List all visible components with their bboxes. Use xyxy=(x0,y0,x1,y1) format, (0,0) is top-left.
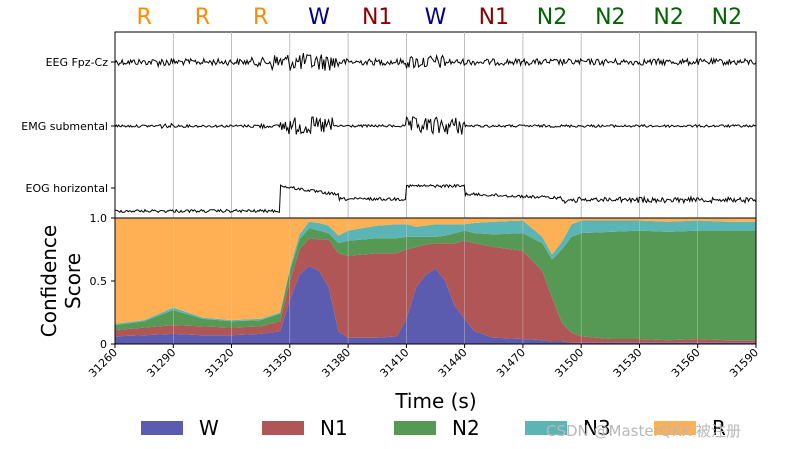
area-r xyxy=(115,218,756,324)
x-axis-title: Time (s) xyxy=(394,389,476,413)
stage-label-3: R xyxy=(253,5,268,30)
area-n1 xyxy=(115,238,756,343)
eeg-trace xyxy=(114,53,757,72)
stage-label-11: N2 xyxy=(712,5,742,30)
y-tick-label: 1.0 xyxy=(90,212,108,225)
x-tick-label: 31590 xyxy=(727,346,761,380)
stage-label-7: N1 xyxy=(479,5,509,30)
emg-trace xyxy=(114,116,757,136)
y-axis-title-line: Score xyxy=(61,253,85,309)
stage-label-1: R xyxy=(136,5,151,30)
x-tick-label: 31260 xyxy=(86,346,120,380)
legend-label-n1: N1 xyxy=(320,416,348,440)
stage-label-10: N2 xyxy=(653,5,683,30)
x-tick-label: 31410 xyxy=(378,346,412,380)
signal-panel: EEG Fpz-Cz EMG submental EOG horizontal xyxy=(21,31,757,219)
y-tick-label: 0 xyxy=(100,338,107,351)
legend-swatch-n3 xyxy=(525,421,567,435)
y-axis-title-line: Confidence xyxy=(37,225,61,337)
eog-trace xyxy=(115,183,757,214)
y-tick-label: 0.5 xyxy=(90,275,108,288)
legend-label-n2: N2 xyxy=(452,416,480,440)
area-n2 xyxy=(115,228,756,341)
stage-labels: R R R W N1 W N1 N2 N2 N2 N2 xyxy=(136,5,742,30)
channel-label-2: EMG submental xyxy=(21,120,108,133)
legend-label-w: W xyxy=(199,416,219,440)
stage-label-5: N1 xyxy=(362,5,392,30)
legend-swatch-w xyxy=(141,421,183,435)
x-tick-label: 31350 xyxy=(261,346,295,380)
legend-label-r: R xyxy=(712,416,726,440)
x-tick-label: 31440 xyxy=(436,346,470,380)
x-tick-label: 31560 xyxy=(669,346,703,380)
x-tick-label: 31320 xyxy=(203,346,237,380)
x-tick-label: 31500 xyxy=(552,346,586,380)
stage-label-9: N2 xyxy=(595,5,625,30)
channel-label-3: EOG horizontal xyxy=(26,182,109,195)
legend-label-n3: N3 xyxy=(583,416,611,440)
stage-label-8: N2 xyxy=(537,5,567,30)
watermark-text: CSDN @MasterQKK 被注册 xyxy=(546,422,741,440)
stage-label-6: W xyxy=(425,5,447,30)
x-tick-label: 31530 xyxy=(611,346,645,380)
legend-swatch-r xyxy=(654,421,696,435)
channel-label-1: EEG Fpz-Cz xyxy=(46,56,109,69)
stage-label-2: R xyxy=(195,5,210,30)
legend: W N1 N2 N3 R xyxy=(141,416,726,440)
stage-label-4: W xyxy=(308,5,330,30)
x-axis: 31260 31290 31320 31350 31380 31410 31440 31470… xyxy=(86,344,761,380)
x-tick-label: 31290 xyxy=(144,346,178,380)
area-w xyxy=(115,265,756,344)
x-tick-label: 31470 xyxy=(494,346,528,380)
legend-swatch-n2 xyxy=(394,421,436,435)
confidence-panel: 0 0.5 1.0 xyxy=(90,212,757,351)
x-tick-label: 31380 xyxy=(319,346,353,380)
legend-swatch-n1 xyxy=(262,421,304,435)
y-axis-title: ConfidenceScore xyxy=(37,225,85,337)
